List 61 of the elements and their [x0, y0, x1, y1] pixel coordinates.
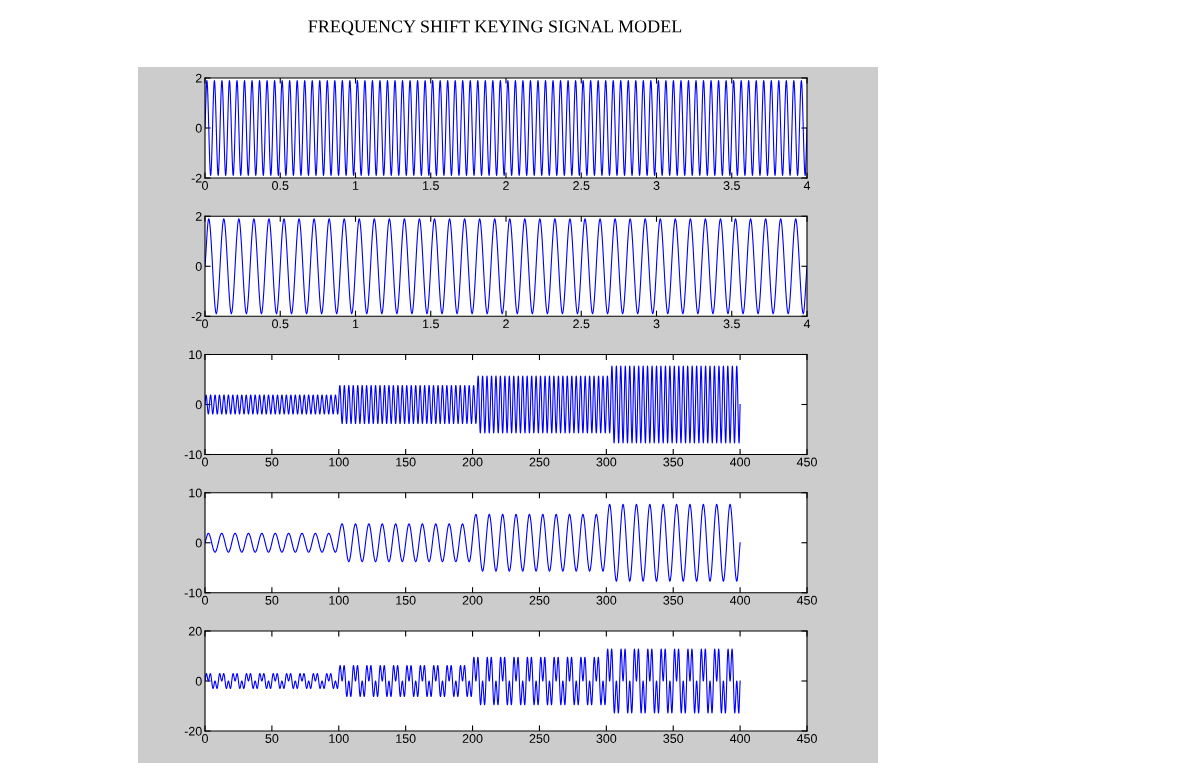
y-tick-label: 0 [195, 538, 202, 548]
y-tick-label: -10 [184, 588, 202, 598]
x-tick-label: 350 [663, 457, 684, 467]
x-tick-label: 150 [396, 457, 416, 467]
x-tick-label: 0.5 [272, 181, 289, 190]
x-tick-label: 3 [653, 319, 660, 329]
y-tick-label: 0 [195, 262, 202, 271]
x-tick-label: 0 [202, 734, 208, 743]
y-tick-label: 0 [195, 676, 202, 686]
x-tick-label: 100 [329, 457, 349, 467]
x-tick-label: 4 [803, 181, 811, 190]
y-tick-label: 10 [189, 350, 202, 360]
chart-title: FREQUENCY SHIFT KEYING SIGNAL MODEL [308, 20, 682, 36]
y-tick-label: 20 [188, 626, 202, 636]
x-tick-label: 1 [352, 319, 359, 329]
x-tick-label: 150 [396, 595, 416, 605]
x-tick-label: 50 [265, 734, 279, 743]
x-tick-label: 450 [796, 595, 817, 605]
x-tick-label: 250 [529, 457, 550, 467]
x-tick-label: 100 [329, 595, 349, 605]
x-tick-label: 50 [265, 457, 279, 467]
x-tick-label: 250 [529, 595, 550, 605]
x-tick-label: 350 [663, 734, 684, 743]
y-tick-label: 2 [195, 212, 202, 221]
x-tick-label: 2.5 [573, 181, 590, 190]
x-tick-label: 150 [396, 734, 416, 743]
x-tick-label: 250 [529, 734, 550, 743]
y-tick-label: 0 [195, 400, 202, 410]
x-tick-label: 300 [596, 734, 617, 743]
x-tick-label: 400 [729, 734, 751, 743]
y-tick-label: -20 [184, 726, 202, 736]
x-tick-label: 2 [503, 319, 509, 329]
x-tick-label: 400 [729, 595, 751, 605]
x-tick-label: 350 [663, 595, 684, 605]
x-tick-label: 200 [462, 734, 483, 743]
x-tick-label: 50 [265, 595, 279, 605]
x-tick-label: 1 [352, 181, 359, 190]
x-tick-label: 450 [796, 457, 817, 467]
x-tick-label: 1.5 [423, 319, 439, 329]
x-tick-label: 300 [596, 595, 617, 605]
x-tick-label: 400 [729, 457, 751, 467]
x-tick-label: 100 [329, 734, 349, 743]
x-tick-label: 450 [796, 734, 817, 743]
x-tick-label: 3.5 [723, 319, 740, 329]
x-tick-label: 200 [462, 595, 483, 605]
y-tick-label: 0 [195, 123, 202, 133]
x-tick-label: 2 [503, 181, 509, 190]
x-tick-label: 200 [462, 457, 483, 467]
x-tick-label: 4 [803, 319, 811, 329]
x-tick-label: 0 [202, 181, 208, 190]
y-tick-label: -10 [184, 450, 202, 460]
x-tick-label: 0.5 [272, 319, 289, 329]
y-tick-label: 10 [189, 488, 202, 498]
x-tick-label: 2.5 [573, 319, 590, 329]
y-tick-label: 2 [195, 73, 202, 83]
x-tick-label: 3 [653, 181, 660, 190]
x-tick-label: 300 [596, 457, 617, 467]
y-tick-label: -2 [191, 312, 202, 321]
x-tick-label: 1.5 [423, 181, 439, 190]
y-tick-label: -2 [191, 173, 202, 183]
x-tick-label: 3.5 [723, 181, 740, 190]
